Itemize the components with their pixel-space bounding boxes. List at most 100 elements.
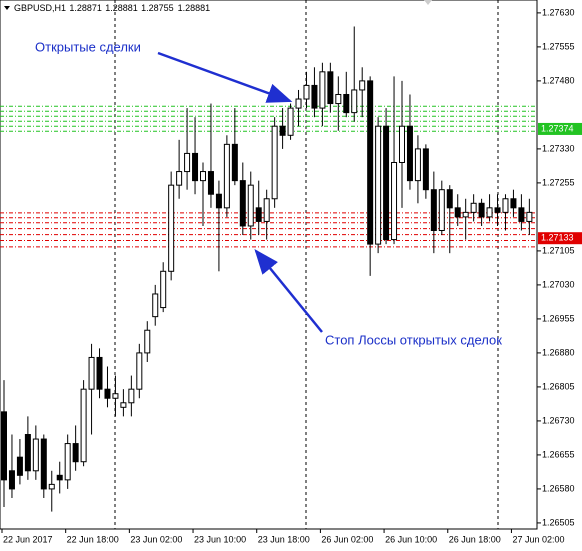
candle-body (32, 438, 39, 472)
candle-body (192, 152, 199, 182)
symbol-header: GBPUSD,H1 1.28871 1.28881 1.28755 1.28881 (14, 3, 210, 13)
x-tick-label: 26 Jun 18:00 (449, 534, 501, 544)
candle-body (510, 198, 517, 209)
y-tick-label: 1.27030 (542, 279, 575, 289)
shift-marker (424, 0, 432, 5)
candle-body (319, 71, 326, 109)
candle-body (1, 411, 7, 481)
candle-body (160, 270, 167, 309)
candle-body (88, 356, 95, 390)
y-tick-label: 1.26655 (542, 449, 575, 459)
candle-body (200, 171, 206, 182)
candle-body (72, 443, 79, 463)
candle-body (215, 193, 222, 209)
y-tick-label: 1.27630 (542, 7, 575, 17)
candle-body (518, 207, 525, 222)
x-tick-label: 26 Jun 02:00 (321, 534, 373, 544)
candle-body (295, 98, 302, 109)
candle-body (470, 202, 477, 213)
annotation-arrow (254, 249, 323, 333)
candle-body (120, 402, 127, 408)
candle-body (406, 125, 413, 182)
candle-body (335, 93, 342, 105)
candle-body (239, 180, 246, 227)
y-tick-label: 1.27255 (542, 177, 575, 187)
y-tick-label: 1.26580 (542, 483, 575, 493)
candle-body (351, 89, 358, 114)
candle-body (526, 211, 533, 222)
candle-body (422, 148, 429, 191)
header-price: 1.28881 (105, 3, 138, 13)
candle-body (16, 456, 23, 476)
candle-body (40, 438, 47, 490)
x-tick-label: 23 Jun 18:00 (258, 534, 310, 544)
y-tick-label: 1.27480 (542, 75, 575, 85)
candle-body (176, 171, 183, 186)
candle-body (24, 434, 31, 472)
candle-body (446, 189, 453, 209)
candle-body (399, 125, 405, 163)
candle-body (255, 207, 262, 222)
candle-body (144, 329, 151, 354)
candle-body (247, 184, 254, 227)
candle-body (375, 125, 382, 245)
symbol: GBPUSD,H1 (14, 3, 66, 13)
x-tick-label: 23 Jun 10:00 (194, 534, 246, 544)
candle-body (48, 483, 55, 490)
x-tick-label: 27 Jun 02:00 (512, 534, 564, 544)
candle-body (438, 189, 445, 231)
candle-body (462, 211, 469, 218)
candle-body (112, 393, 119, 399)
y-tick-label: 1.26730 (542, 415, 575, 425)
candle-body (494, 207, 501, 213)
y-tick-label: 1.27555 (542, 41, 575, 51)
y-tick-label: 1.26805 (542, 381, 575, 391)
annotation: Открытые сделки (35, 39, 141, 54)
y-tick-label: 1.26880 (542, 347, 575, 357)
candle-body (383, 125, 390, 241)
candle-body (128, 388, 135, 404)
candle-body (184, 152, 191, 173)
candle-body (287, 107, 294, 136)
candle-body (96, 356, 103, 390)
candle-body (478, 202, 485, 218)
candle-body (502, 198, 509, 213)
x-tick-label: 22 Jun 18:00 (67, 534, 119, 544)
x-tick-label: 23 Jun 02:00 (130, 534, 182, 544)
x-tick-label: 22 Jun 2017 (3, 534, 53, 544)
candle-body (56, 474, 63, 481)
level-label-box (538, 122, 582, 135)
candle-body (343, 93, 350, 114)
y-tick-label: 1.26505 (542, 517, 575, 527)
level-label: 1.27133 (541, 233, 574, 243)
y-tick-label: 1.26955 (542, 313, 575, 323)
candle-body (207, 171, 214, 195)
header-price: 1.28755 (141, 3, 174, 13)
day-separators (114, 0, 499, 529)
candle-body (136, 352, 143, 390)
candle-body (231, 143, 238, 182)
candle-body (152, 293, 159, 318)
candle-body (271, 125, 278, 200)
candle-body (454, 207, 461, 218)
header-price: 1.28871 (69, 3, 102, 13)
candle-body (64, 443, 71, 481)
candle-body (367, 80, 374, 245)
level-label-box (538, 232, 582, 245)
symbol-triangle (4, 6, 10, 10)
candle-body (303, 84, 310, 100)
candle-body (80, 388, 87, 463)
candle-body (486, 207, 493, 218)
candle-body (223, 143, 230, 209)
candle-body (263, 198, 270, 222)
candle-body (104, 388, 111, 399)
candle-body (168, 184, 175, 272)
annotation-arrow (157, 51, 293, 103)
candle-body (391, 161, 398, 241)
y-tick-label: 1.27330 (542, 143, 575, 153)
candle-body (430, 189, 437, 231)
header-price: 1.28881 (178, 3, 211, 13)
candle-body (359, 80, 366, 91)
candle-body (414, 148, 421, 182)
